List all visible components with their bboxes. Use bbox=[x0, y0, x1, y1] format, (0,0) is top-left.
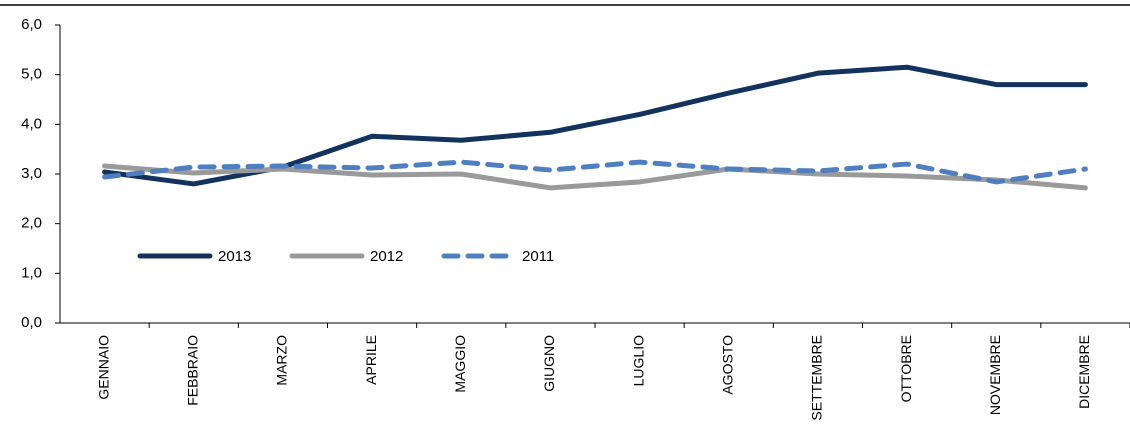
x-tick-label: MARZO bbox=[274, 335, 290, 386]
x-tick-label: APRILE bbox=[363, 335, 379, 385]
legend-label: 2013 bbox=[218, 248, 251, 265]
x-tick-label: AGOSTO bbox=[719, 335, 735, 395]
series-line bbox=[102, 163, 1088, 191]
y-tick-label: 6,0 bbox=[21, 16, 42, 33]
x-tick-label: LUGLIO bbox=[630, 335, 646, 386]
x-tick-label: GIUGNO bbox=[541, 335, 557, 392]
x-tick-label: GENNAIO bbox=[95, 335, 111, 400]
x-tick-label: SETTEMBRE bbox=[809, 335, 825, 421]
x-tick-label: NOVEMBRE bbox=[987, 335, 1003, 415]
x-tick-label: DICEMBRE bbox=[1076, 335, 1092, 409]
legend-label: 2011 bbox=[522, 248, 554, 265]
y-tick-label: 3,0 bbox=[21, 165, 42, 182]
x-tick-label: MAGGIO bbox=[452, 335, 468, 393]
series-line bbox=[102, 159, 1088, 185]
y-tick-label: 2,0 bbox=[21, 215, 42, 232]
legend-label: 2012 bbox=[370, 248, 403, 265]
x-tick-label: OTTOBRE bbox=[898, 335, 914, 402]
y-tick-label: 1,0 bbox=[21, 264, 42, 281]
y-tick-label: 0,0 bbox=[21, 314, 42, 331]
x-tick-label: FEBBRAIO bbox=[184, 335, 200, 406]
y-tick-label: 5,0 bbox=[21, 66, 42, 83]
y-tick-label: 4,0 bbox=[21, 115, 42, 132]
